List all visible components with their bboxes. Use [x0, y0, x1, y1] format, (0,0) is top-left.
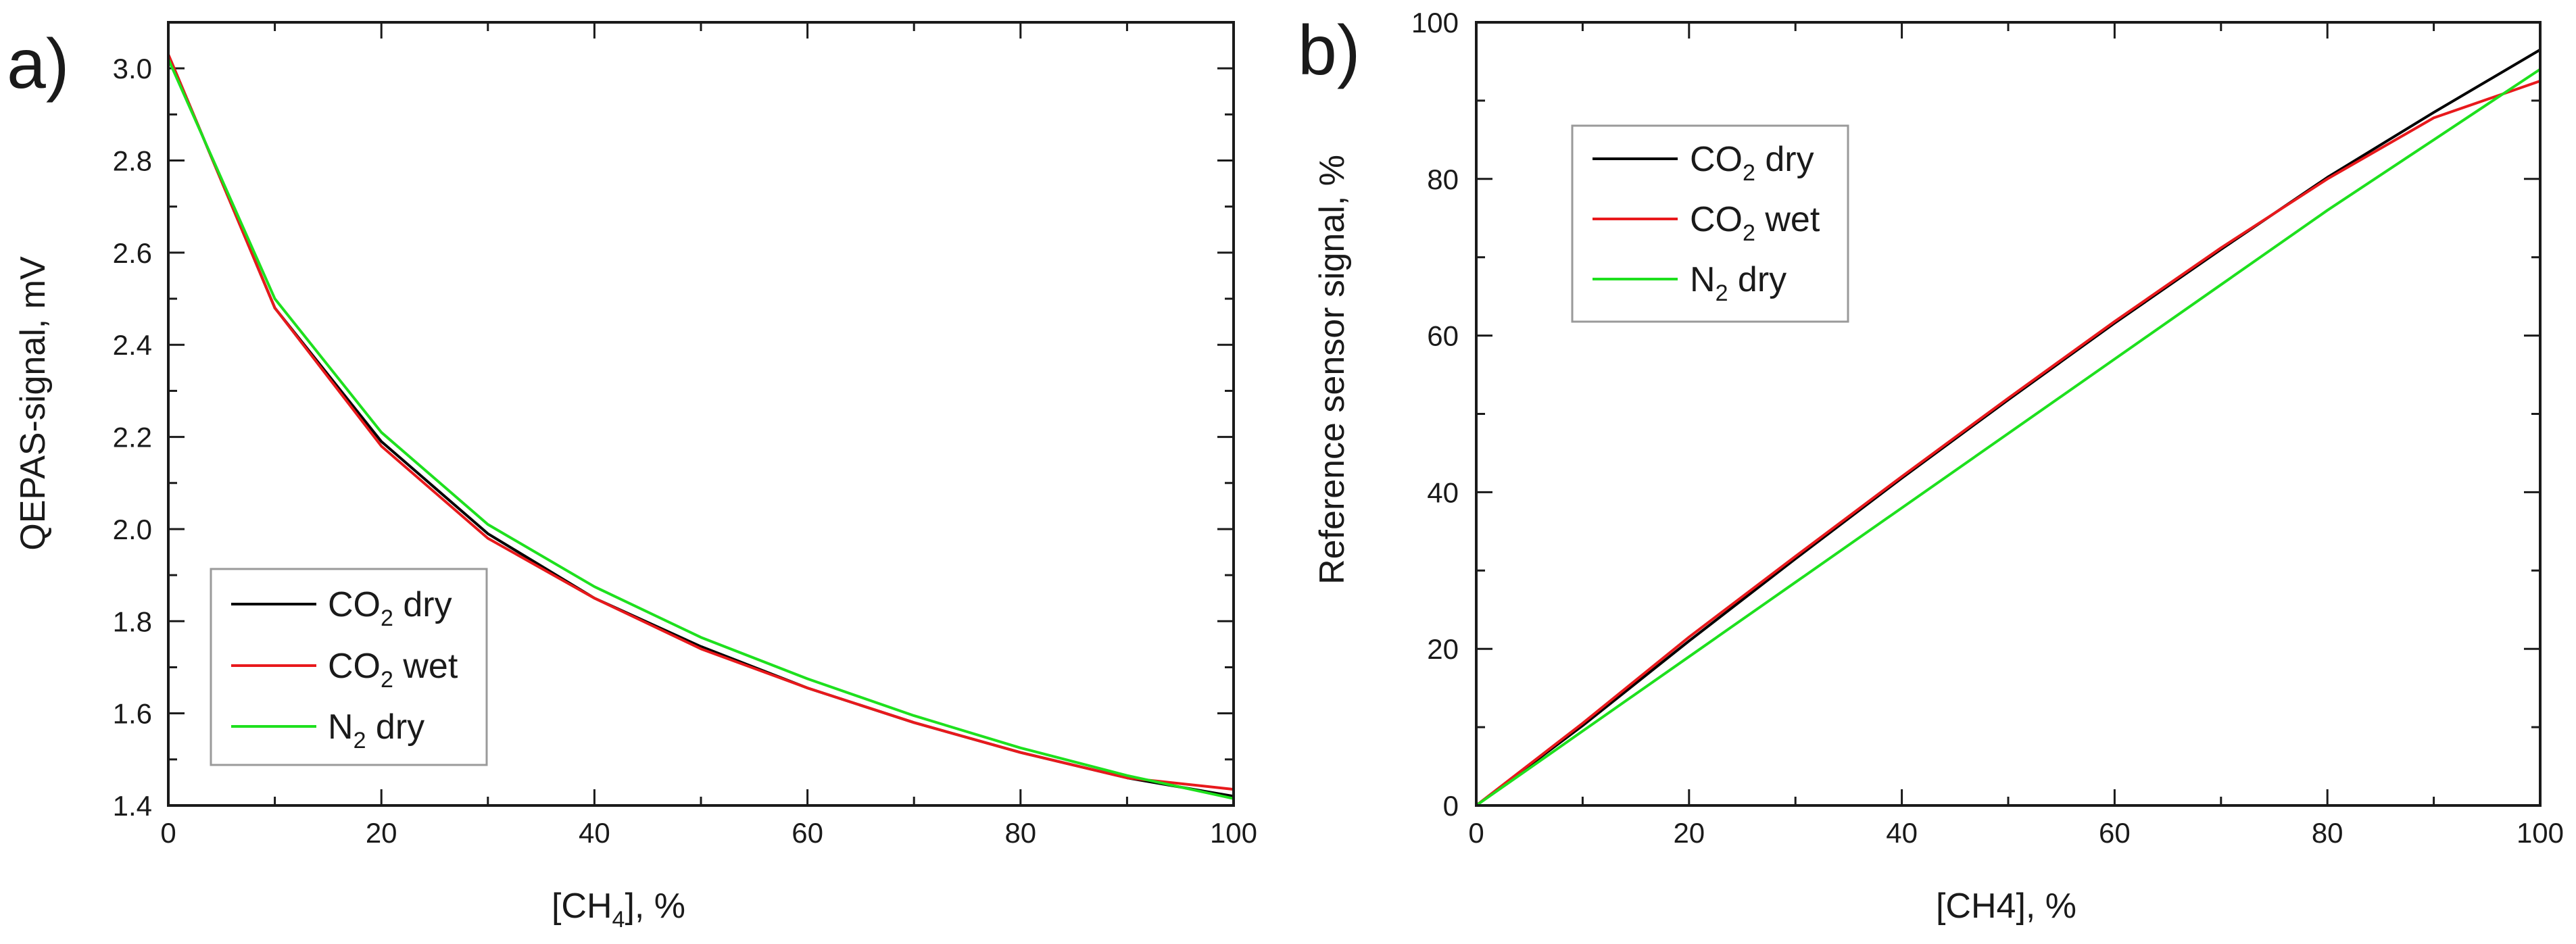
y-tick-label: 2.0 — [113, 514, 152, 545]
y-tick-label: 0 — [1443, 790, 1459, 822]
y-tick-label: 80 — [1427, 164, 1459, 195]
x-tick-label: 100 — [2517, 817, 2564, 849]
y-tick-label: 60 — [1427, 320, 1459, 352]
x-tick-label: 40 — [1886, 817, 1918, 849]
panel-b-x-axis-title-main: [CH4], % — [1936, 887, 2076, 926]
series-line-n2-dry — [167, 58, 1234, 800]
x-tick-label: 80 — [1004, 817, 1036, 849]
x-tick-label: 60 — [792, 817, 823, 849]
y-tick-label: 1.8 — [113, 605, 152, 637]
panel-a-legend-label: CO2 wet — [328, 647, 458, 693]
y-tick-label: 2.4 — [113, 329, 152, 361]
panel-a-legend-entry-co2-dry: CO2 dry — [231, 585, 452, 631]
y-tick-label: 1.4 — [113, 790, 152, 822]
series-line-n2-dry — [1475, 68, 2542, 807]
x-tick-label: 60 — [2099, 817, 2131, 849]
panel-b-legend-entry-co2-dry: CO2 dry — [1593, 140, 1814, 186]
panel-b-legend-entry-co2-wet: CO2 wet — [1593, 200, 1820, 246]
panel-b-label: b) — [1298, 11, 1360, 90]
y-tick-label: 2.6 — [113, 237, 152, 269]
y-tick-label: 1.6 — [113, 698, 152, 730]
panel-a-y-axis-title: QEPAS-signal, mV — [14, 256, 53, 551]
panel-a-plot-frame — [167, 21, 1235, 807]
panel-a-legend-label: N2 dry — [328, 707, 424, 753]
panel-a-legend-entry-n2-dry: N2 dry — [231, 707, 424, 753]
panel-a-x-axis-title-sub: 4 — [612, 907, 625, 933]
x-tick-label: 20 — [1673, 817, 1705, 849]
panel-b-legend-entry-n2-dry: N2 dry — [1593, 260, 1787, 306]
panel-a-legend-label: CO2 dry — [328, 585, 452, 631]
panel-b-series — [1475, 48, 2542, 807]
panel-a-legend-entry-co2-wet: CO2 wet — [231, 647, 458, 693]
y-tick-label: 2.8 — [113, 145, 152, 177]
panel-b: b) 0 20 40 60 80 100 0 20 40 60 80 100 Reference se… — [1298, 7, 2564, 926]
panel-b-legend-label: N2 dry — [1690, 260, 1787, 306]
x-tick-label: 40 — [579, 817, 610, 849]
panel-b-legend-label: CO2 dry — [1690, 140, 1814, 186]
panel-b-tick-labels: 0 20 40 60 80 100 0 20 40 60 80 100 — [1411, 7, 2564, 849]
y-tick-label: 100 — [1411, 7, 1459, 39]
panel-a-series — [167, 53, 1234, 800]
panel-a-label: a) — [7, 25, 69, 103]
y-tick-label: 3.0 — [113, 53, 152, 84]
panel-a: a) 0 20 40 60 80 100 1.4 1.6 1.8 2.0 2.2 2.4 2.6 2.8 3… — [7, 21, 1257, 933]
panel-a-legend: CO2 dry CO2 wet N2 dry — [210, 568, 488, 766]
y-tick-label: 20 — [1427, 633, 1459, 665]
panel-a-x-axis-title: [CH4], % — [552, 887, 685, 933]
panel-b-y-axis-title: Reference sensor signal, % — [1313, 155, 1352, 585]
panel-a-x-axis-title-main: [CH — [552, 887, 612, 926]
series-line-co2-wet — [167, 53, 1234, 791]
panel-b-legend: CO2 dry CO2 wet N2 dry — [1571, 124, 1849, 323]
x-tick-label: 20 — [366, 817, 397, 849]
panel-b-plot-frame — [1475, 21, 2542, 807]
series-line-co2-wet — [1475, 80, 2541, 807]
panel-a-x-axis-title-tail: ], % — [625, 887, 685, 926]
panel-b-x-axis-title: [CH4], % — [1936, 887, 2076, 926]
x-tick-label: 0 — [160, 817, 176, 849]
panel-b-legend-label: CO2 wet — [1690, 200, 1820, 246]
x-tick-label: 0 — [1468, 817, 1484, 849]
x-tick-label: 100 — [1210, 817, 1257, 849]
y-tick-label: 2.2 — [113, 422, 152, 453]
x-tick-label: 80 — [2312, 817, 2343, 849]
y-tick-label: 40 — [1427, 476, 1459, 508]
panel-a-tick-labels: 0 20 40 60 80 100 1.4 1.6 1.8 2.0 2.2 2.4 2.6 2.8 3.0 — [113, 53, 1257, 849]
